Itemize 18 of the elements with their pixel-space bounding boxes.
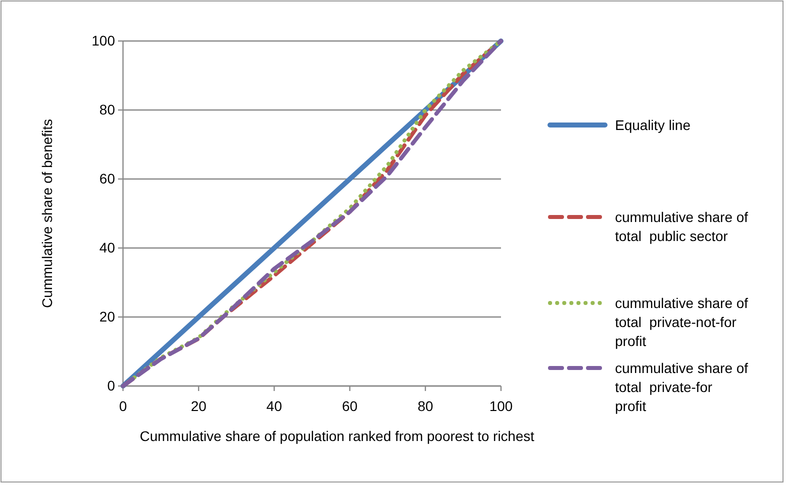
x-tick-label: 100 [489, 398, 513, 414]
legend-label: Equality line [615, 117, 691, 133]
y-tick-label: 60 [99, 170, 116, 186]
x-tick-label: 0 [119, 398, 128, 414]
x-tick-label: 40 [266, 398, 282, 414]
y-tick-label: 0 [107, 377, 116, 394]
y-tick-label: 40 [99, 239, 116, 256]
y-axis-title: Cummulative share of benefits [39, 118, 55, 308]
y-tick-label: 100 [92, 32, 116, 48]
legend-label: cummulative share of total private-not-for profit [615, 295, 748, 349]
x-tick-label: 20 [190, 398, 207, 414]
x-tick-label: 80 [418, 398, 434, 414]
y-tick-label: 80 [99, 101, 116, 118]
legend-label: cummulative share of total public sector [615, 209, 748, 244]
y-tick-label: 20 [99, 308, 116, 324]
x-axis-title: Cummulative share of population ranked from poorest to richest [140, 428, 534, 444]
legend-label: cummulative share of total private-for profit [615, 360, 748, 414]
x-tick-label: 60 [342, 398, 358, 414]
